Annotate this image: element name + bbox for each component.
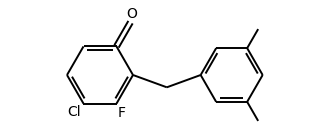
Text: O: O [126,7,137,21]
Text: F: F [117,106,125,120]
Text: Cl: Cl [67,105,81,119]
